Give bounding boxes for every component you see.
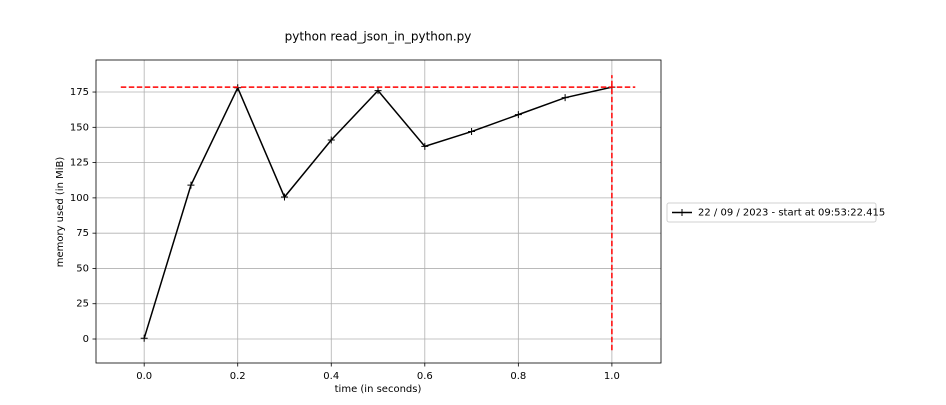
x-tick-label: 0.4	[323, 371, 339, 382]
y-tick-label: 50	[76, 263, 89, 274]
point-marker	[514, 111, 522, 119]
point-marker	[374, 87, 382, 95]
x-tick-label: 0.2	[230, 371, 246, 382]
y-tick-label: 125	[70, 158, 89, 169]
legend-label: 22 / 09 / 2023 - start at 09:53:22.415	[698, 208, 885, 219]
y-tick-label: 100	[70, 193, 89, 204]
point-marker	[280, 193, 288, 201]
point-marker	[421, 142, 429, 150]
x-axis-label: time (in seconds)	[335, 384, 422, 395]
y-tick-label: 0	[83, 334, 89, 345]
legend-box	[666, 202, 877, 223]
y-axis-label: memory used (in MiB)	[55, 157, 66, 268]
point-marker	[561, 94, 569, 102]
chart-title: python read_json_in_python.py	[285, 30, 472, 44]
x-tick-label: 0.0	[136, 371, 152, 382]
y-tick-label: 150	[70, 122, 89, 133]
y-tick-label: 25	[76, 299, 89, 310]
legend-marker	[678, 209, 686, 216]
x-tick-label: 1.0	[604, 371, 620, 382]
point-marker	[187, 181, 195, 189]
point-marker	[468, 128, 476, 136]
point-marker	[327, 136, 335, 144]
series-line	[143, 85, 613, 339]
x-tick-label: 0.8	[510, 371, 526, 382]
y-tick-label: 75	[76, 228, 89, 239]
point-marker	[140, 334, 148, 342]
x-tick-label: 0.6	[417, 371, 433, 382]
plot-frame	[95, 59, 662, 364]
y-tick-label: 175	[70, 87, 89, 98]
